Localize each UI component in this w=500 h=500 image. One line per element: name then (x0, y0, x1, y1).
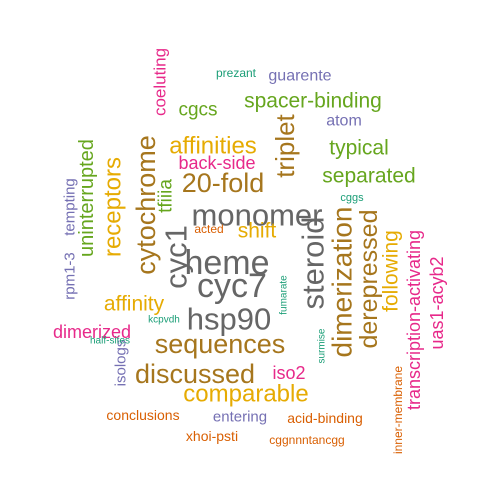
word-transcription-activating: transcription-activating (404, 230, 424, 410)
word-20-fold: 20-fold (182, 168, 265, 198)
word-dimerization: dimerization (327, 207, 358, 358)
word-hsp90: hsp90 (187, 302, 271, 337)
word-affinities: affinities (169, 133, 257, 160)
word-surmise: surmise (317, 328, 328, 363)
word-cyc1: cyc1 (159, 225, 194, 289)
word-spacer-binding: spacer-binding (244, 90, 382, 113)
word-affinity: affinity (104, 293, 165, 316)
word-cytochrome: cytochrome (131, 135, 161, 275)
word-kcpvdh: kcpvdh (148, 315, 180, 326)
word-tfiiia: tfiiia (156, 179, 177, 213)
word-isologs: isologs (113, 340, 130, 387)
word-inner-membrane: inner-membrane (391, 366, 405, 454)
word-derepressed: derepressed (355, 210, 383, 349)
word-iso2: iso2 (272, 363, 305, 383)
word-steroid: steroid (296, 216, 331, 309)
word-receptors: receptors (100, 157, 127, 257)
word-cgcs: cgcs (178, 100, 217, 121)
word-cggs: cggs (340, 192, 364, 204)
word-prezant: prezant (216, 66, 257, 80)
word-sequences: sequences (155, 329, 286, 359)
word-uas1-acyb2: uas1-acyb2 (427, 256, 447, 349)
word-triplet: triplet (270, 113, 300, 177)
word-heme: heme (184, 244, 269, 282)
word-dimerized: dimerized (53, 322, 131, 342)
word-fumarate: fumarate (279, 275, 290, 315)
word-cyc7: cyc7 (197, 267, 267, 305)
word-cggnnntancgg: cggnnntancgg (269, 433, 344, 447)
word-xhoi-psti: xhoi-psti (186, 428, 238, 444)
word-uninterrupted: uninterrupted (76, 139, 98, 257)
word-following: following (380, 230, 403, 312)
word-conclusions: conclusions (106, 407, 179, 423)
word-comparable: comparable (183, 381, 308, 408)
word-coeluting: coeluting (151, 48, 170, 116)
word-discussed: discussed (135, 359, 255, 389)
word-monomer: monomer (192, 198, 323, 233)
word-rpm1-3: rpm1-3 (62, 252, 79, 300)
word-acid-binding: acid-binding (287, 410, 363, 426)
word-tempting: tempting (62, 178, 79, 236)
word-half-sites: half-sites (90, 336, 130, 347)
word-acted: acted (194, 222, 223, 236)
word-guarente: guarente (268, 68, 331, 85)
word-entering: entering (213, 409, 267, 426)
word-atom: atom (326, 113, 362, 130)
word-back-side: back-side (178, 153, 255, 173)
word-shift: shift (238, 220, 277, 243)
word-separated: separated (322, 165, 415, 188)
word-typical: typical (329, 137, 389, 160)
